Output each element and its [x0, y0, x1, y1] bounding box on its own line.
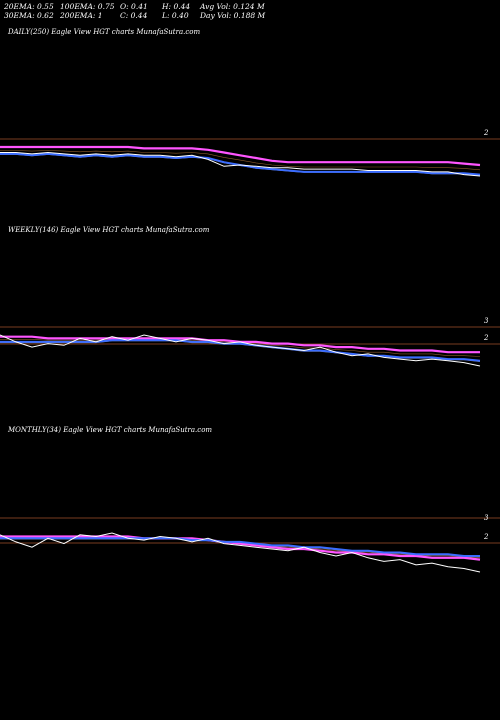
daily-slow-ema-line	[0, 145, 481, 167]
weekly-fast-ema-line	[0, 339, 481, 362]
monthly-chart: 32	[0, 514, 500, 573]
open-value: O: 0.41	[120, 2, 148, 11]
daily-price-line	[0, 151, 481, 177]
low-value: L: 0.40	[162, 11, 189, 20]
day-vol-value: Day Vol: 0.188 M	[200, 11, 266, 20]
monthly-mid-ema-line	[0, 537, 481, 559]
monthly-level-label: 2	[483, 533, 489, 541]
ema30-value: 30EMA: 0.62	[4, 11, 54, 20]
close-value: C: 0.44	[120, 11, 148, 20]
ema100-value: 100EMA: 0.75	[60, 2, 115, 11]
weekly-chart: 32	[0, 317, 500, 367]
weekly-level-label: 2	[483, 334, 489, 342]
high-value: H: 0.44	[162, 2, 191, 11]
daily-mid-ema-line	[0, 150, 481, 171]
weekly-level-label: 3	[484, 317, 489, 325]
daily-panel-title: DAILY(250) Eagle View HGT charts MunafaS…	[8, 28, 201, 36]
monthly-price-line	[0, 532, 481, 573]
weekly-price-line	[0, 334, 481, 367]
daily-fast-ema-line	[0, 152, 481, 176]
monthly-slow-ema-line	[0, 535, 481, 561]
monthly-fast-ema-line	[0, 537, 480, 557]
daily-level-label: 2	[483, 129, 489, 137]
monthly-panel-title: MONTHLY(34) Eagle View HGT charts Munafa…	[8, 426, 213, 434]
weekly-panel-title: WEEKLY(146) Eagle View HGT charts Munafa…	[8, 226, 210, 234]
avg-vol-value: Avg Vol: 0.124 M	[200, 2, 265, 11]
ema20-value: 20EMA: 0.55	[4, 2, 54, 11]
monthly-level-label: 3	[484, 514, 489, 522]
ema200-value: 200EMA: 1	[60, 11, 103, 20]
daily-chart: 2	[0, 129, 500, 177]
